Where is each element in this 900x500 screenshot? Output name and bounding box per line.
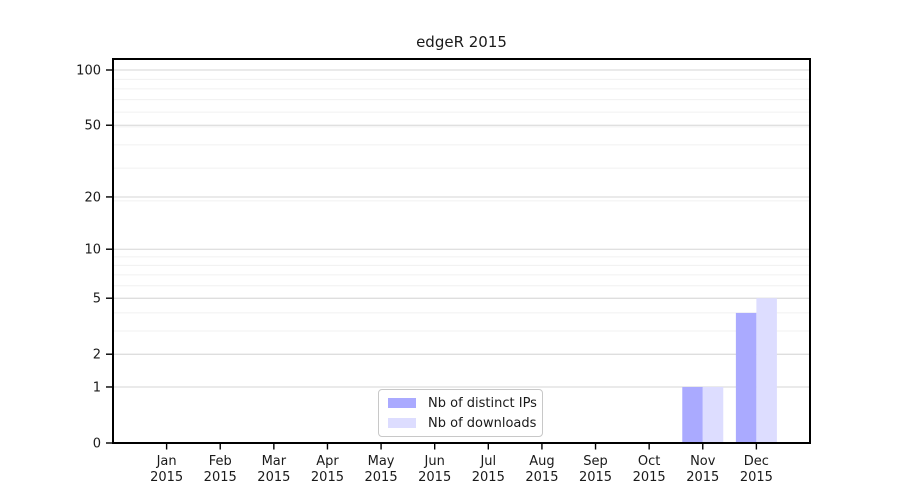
x-tick-label-month: Apr (316, 454, 339, 469)
plot-frame (112, 58, 811, 444)
legend-item-distinct-ips: Nb of distinct IPs (388, 396, 542, 411)
x-tick-label-year: 2015 (740, 470, 773, 485)
x-tick-label-year: 2015 (365, 470, 398, 485)
x-tick-label-year: 2015 (257, 470, 290, 485)
x-tick-label-year: 2015 (686, 470, 719, 485)
y-tick-label: 5 (93, 292, 101, 307)
x-tick-label-month: Feb (209, 454, 232, 469)
bar-downloads-nov (702, 386, 724, 443)
legend: Nb of distinct IPs Nb of downloads (378, 389, 543, 437)
y-tick-label: 2 (93, 348, 101, 363)
legend-label-distinct-ips: Nb of distinct IPs (428, 395, 537, 411)
x-tick-label-month: Oct (638, 454, 660, 469)
x-tick-label-month: Aug (529, 454, 554, 469)
y-tick-label: 0 (93, 437, 101, 452)
x-tick-label-month: Nov (690, 454, 716, 469)
y-tick-label: 10 (84, 243, 101, 258)
legend-label-downloads: Nb of downloads (428, 415, 537, 431)
x-tick-label-year: 2015 (525, 470, 558, 485)
x-tick-label-year: 2015 (204, 470, 237, 485)
x-tick-label-month: Mar (262, 454, 287, 469)
x-tick-label-year: 2015 (472, 470, 505, 485)
bar-distinct-ips-dec (735, 312, 757, 443)
bar-downloads-dec (756, 298, 777, 443)
x-tick-label-year: 2015 (311, 470, 344, 485)
x-tick-label-month: Jul (479, 454, 496, 469)
x-tick-label-month: May (368, 454, 395, 469)
chart-title: edgeR 2015 (416, 33, 507, 51)
x-tick-label-year: 2015 (579, 470, 612, 485)
legend-item-downloads: Nb of downloads (388, 416, 542, 431)
y-tick-label: 50 (84, 119, 101, 134)
x-tick-label-month: Jun (424, 454, 445, 469)
x-tick-label-month: Sep (583, 454, 608, 469)
x-tick-label-year: 2015 (150, 470, 183, 485)
x-tick-label-year: 2015 (418, 470, 451, 485)
y-tick-label: 20 (84, 190, 101, 205)
x-tick-label-year: 2015 (633, 470, 666, 485)
legend-swatch-distinct-ips (388, 398, 416, 408)
bar-distinct-ips-nov (682, 386, 703, 443)
y-tick-label: 100 (76, 64, 101, 79)
x-tick-label-month: Jan (156, 454, 177, 469)
y-tick-label: 1 (93, 380, 101, 395)
x-tick-label-month: Dec (744, 454, 769, 469)
legend-swatch-downloads (388, 418, 416, 428)
